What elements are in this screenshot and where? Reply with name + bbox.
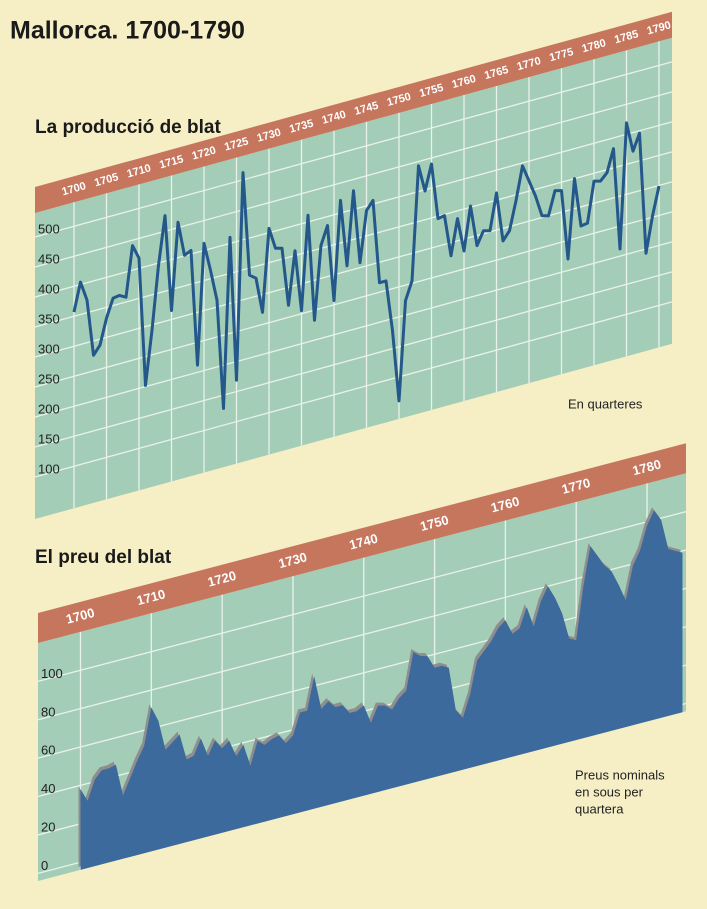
annotation: En quarteres xyxy=(568,396,643,411)
year-band xyxy=(38,443,686,643)
chart-title: El preu del blat xyxy=(35,547,172,568)
main-title: Mallorca. 1700-1790 xyxy=(10,17,245,45)
y-tick-label: 100 xyxy=(38,461,60,476)
x-tick-label: 1730 xyxy=(277,549,309,571)
y-grid-line xyxy=(34,271,673,448)
annotation: Preus nominals xyxy=(575,767,665,782)
y-grid-line xyxy=(37,510,687,683)
y-grid-line xyxy=(37,587,687,759)
y-tick-label: 400 xyxy=(38,281,60,296)
x-tick-label: 1710 xyxy=(135,586,167,608)
y-tick-label: 250 xyxy=(38,371,60,386)
y-tick-label: 100 xyxy=(41,666,63,681)
y-tick-label: 20 xyxy=(41,819,55,834)
y-tick-label: 150 xyxy=(38,431,60,446)
y-tick-label: 200 xyxy=(38,401,60,416)
y-grid-line xyxy=(34,91,673,268)
y-tick-label: 300 xyxy=(38,341,60,356)
y-tick-label: 0 xyxy=(41,858,48,873)
data-area xyxy=(80,510,683,870)
y-grid-line xyxy=(34,61,673,238)
y-tick-label: 60 xyxy=(41,743,55,758)
y-tick-label: 80 xyxy=(41,704,55,719)
annotation: en sous per xyxy=(575,784,644,799)
y-tick-label: 350 xyxy=(38,311,60,326)
x-tick-label: 1780 xyxy=(631,456,663,478)
annotation: quartera xyxy=(575,801,624,816)
y-grid-line xyxy=(34,121,673,298)
y-grid-line xyxy=(37,549,687,721)
x-tick-label: 1720 xyxy=(206,568,238,590)
x-tick-label: 1750 xyxy=(418,512,450,534)
chart-title: La producció de blat xyxy=(35,117,221,138)
year-band xyxy=(35,11,672,213)
y-grid-line xyxy=(34,301,673,478)
data-line xyxy=(72,121,661,410)
x-tick-label: 1700 xyxy=(64,605,96,627)
plot-area xyxy=(35,37,672,520)
x-tick-label: 1740 xyxy=(348,531,380,553)
y-tick-label: 500 xyxy=(38,221,60,236)
y-grid-line xyxy=(34,241,673,418)
x-tick-label: 1770 xyxy=(560,475,592,497)
y-tick-label: 450 xyxy=(38,251,60,266)
x-tick-label: 1760 xyxy=(489,494,521,516)
y-tick-label: 40 xyxy=(41,781,55,796)
